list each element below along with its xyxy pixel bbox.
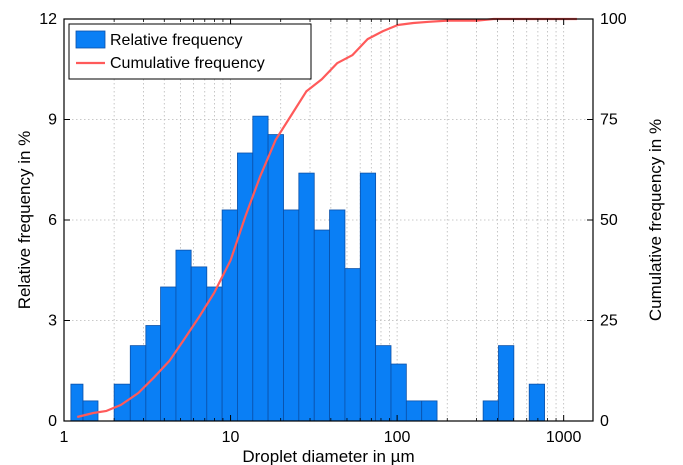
x-tick-label: 1 [60,429,69,446]
histogram-bar [237,152,254,422]
legend-label-cumulative-frequency: Cumulative frequency [110,55,265,72]
histogram-bar [528,383,545,422]
histogram-bar [175,249,192,422]
y-tick-label: 6 [48,212,57,229]
histogram-bar [298,172,315,422]
histogram-bar [283,209,300,422]
legend-label-relative-frequency: Relative frequency [110,32,243,49]
histogram-bar [344,268,361,422]
bar-series [70,115,545,422]
y-axis-title: Relative frequency in % [15,131,34,310]
histogram-bar [267,134,284,422]
y-tick-label: 12 [39,11,57,28]
histogram-bar [113,383,131,422]
y-tick-label: 9 [48,112,57,129]
tick-labels: 1 10 100 1000 0 3 6 9 12 0 25 50 75 100 [39,11,627,446]
histogram-bar [375,345,392,422]
histogram-bar [359,172,377,422]
histogram-bar [390,363,407,422]
x-tick-label: 100 [384,429,411,446]
histogram-bar [206,286,223,422]
histogram-bar [329,209,346,422]
histogram-bar [482,400,499,422]
histogram-bar [421,400,438,422]
x-axis-title: Droplet diameter in µm [242,447,414,465]
histogram-bar [82,400,99,422]
y2-tick-label: 75 [600,112,618,129]
histogram-bar [190,266,208,422]
legend: Relative frequency Cumulative frequency [68,23,312,80]
x-tick-label: 1000 [546,429,582,446]
histogram-bar [221,209,238,422]
axis-ticks [63,18,593,422]
histogram-bar [313,229,330,422]
x-tick-label: 10 [222,429,240,446]
y2-tick-label: 0 [600,413,609,430]
y-tick-label: 0 [48,413,57,430]
legend-box [68,23,312,80]
y2-tick-label: 100 [600,11,627,28]
y2-tick-label: 50 [600,212,618,229]
legend-bar-swatch [75,30,106,49]
histogram-bar [498,345,515,422]
y2-tick-label: 25 [600,313,618,330]
y-tick-label: 3 [48,313,57,330]
histogram-bar [129,345,147,422]
y2-axis-title: Cumulative frequency in % [646,119,665,321]
histogram-bar [405,400,423,422]
